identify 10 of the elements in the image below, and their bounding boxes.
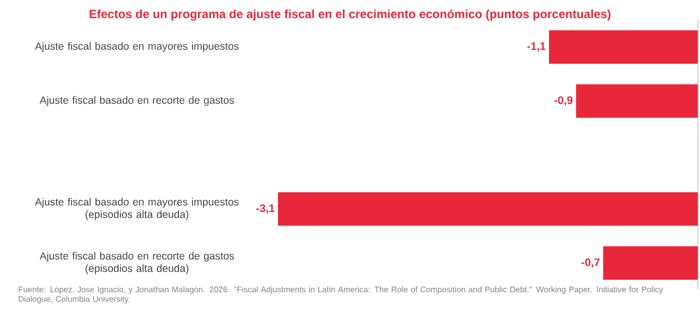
annotation: Fuente: López, Jose Ignacio, y Jonathan Malagón. 2026. "Fiscal Adjustments in Latin America: The Role of Composition and Public Debt." Working Paper. Initiative for Policy Dialogue, Columbia University. — [18, 286, 664, 304]
chart-title: Efectos de un programa de ajuste fiscal en el crecimiento económico (puntos porcentuales) — [90, 9, 610, 21]
data-label: -0,7 — [582, 258, 600, 268]
data-label: -3,1 — [256, 204, 274, 214]
y-tick-label: Ajuste fiscal basado en mayores impuestos — [34, 42, 239, 52]
y-tick-label: Ajuste fiscal basado en recorte de gastos (episodios alta deuda) — [40, 252, 234, 274]
data-label: -0,9 — [554, 96, 572, 106]
data-label: -1,1 — [527, 42, 546, 52]
y-tick-label: Ajuste fiscal basado en recorte de gastos — [40, 96, 234, 106]
y-tick-label: Ajuste fiscal basado en mayores impuestos (episodios alta deuda) — [34, 198, 239, 220]
